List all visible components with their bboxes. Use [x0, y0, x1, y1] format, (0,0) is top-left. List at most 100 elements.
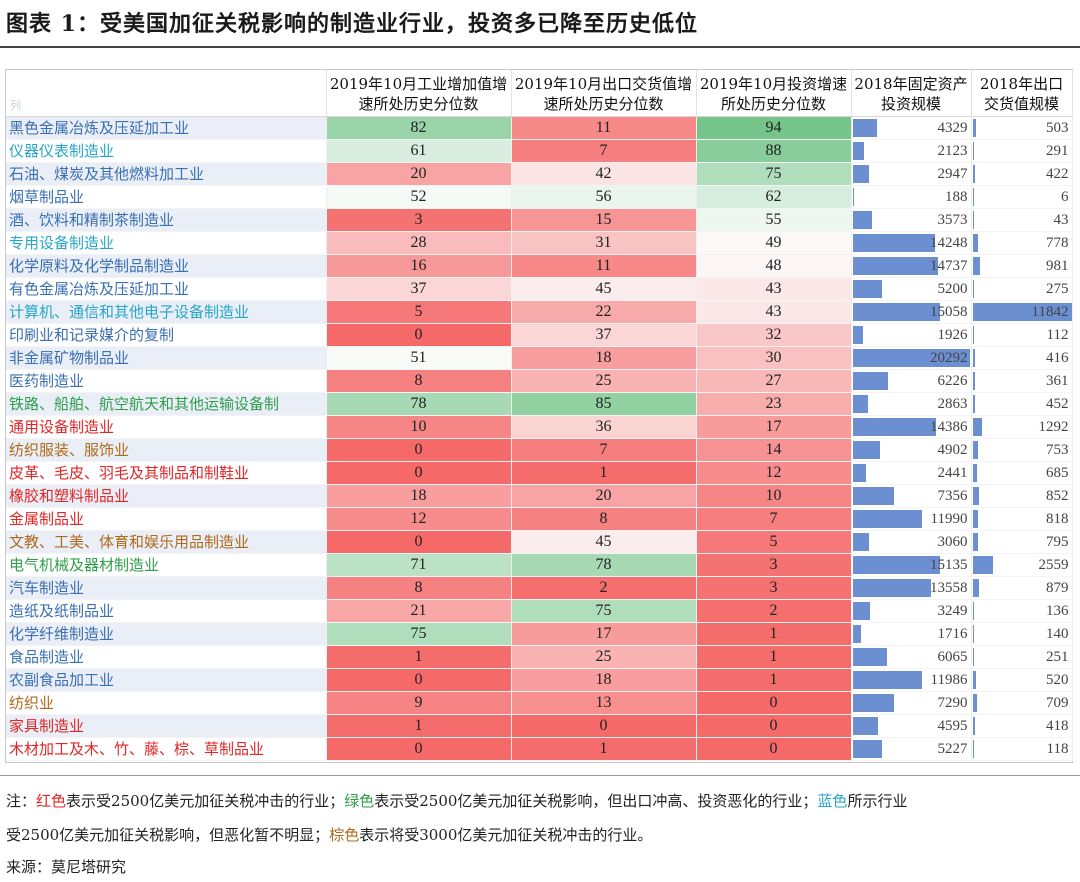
export-scale-cell: 520 [971, 668, 1073, 692]
bar-value: 15058 [930, 303, 968, 320]
investment-percentile-cell: 0 [696, 737, 852, 761]
iva-percentile-cell: 37 [326, 277, 512, 301]
industry-name: 仪器仪表制造业 [6, 139, 327, 163]
bar-value: 709 [1046, 694, 1069, 711]
iva-percentile-cell: 0 [326, 737, 512, 761]
export-scale-cell: 753 [971, 438, 1073, 462]
fixed-asset-scale-cell: 15058 [851, 300, 972, 324]
export-percentile-cell: 37 [511, 323, 697, 347]
investment-percentile-cell: 3 [696, 576, 852, 600]
data-bar [972, 555, 994, 574]
export-scale-cell: 361 [971, 369, 1073, 393]
table-row: 化学纤维制造业 75 17 1 1716 140 [6, 622, 1073, 646]
investment-percentile-cell: 1 [696, 645, 852, 669]
export-percentile-cell: 25 [511, 645, 697, 669]
bar-value: 4902 [937, 441, 968, 458]
export-percentile-cell: 2 [511, 576, 697, 600]
bar-value: 15135 [930, 556, 968, 573]
industry-name: 橡胶和塑料制品业 [6, 484, 327, 508]
investment-percentile-cell: 75 [696, 162, 852, 186]
iva-percentile-cell: 3 [326, 208, 512, 232]
data-bar [972, 348, 975, 367]
table-row: 化学原料及化学制品制造业 16 11 48 14737 981 [6, 254, 1073, 278]
export-scale-cell: 416 [971, 346, 1073, 370]
data-bar [852, 302, 940, 321]
investment-percentile-cell: 0 [696, 691, 852, 715]
bar-value: 14737 [930, 257, 968, 274]
iva-percentile-cell: 18 [326, 484, 512, 508]
investment-percentile-cell: 7 [696, 507, 852, 531]
data-bar [852, 118, 877, 137]
data-bar [852, 371, 888, 390]
export-scale-cell: 818 [971, 507, 1073, 531]
data-bar [972, 118, 976, 137]
export-scale-cell: 2559 [971, 553, 1073, 577]
export-percentile-cell: 31 [511, 231, 697, 255]
iva-percentile-cell: 51 [326, 346, 512, 370]
industry-name: 石油、煤炭及其他燃料加工业 [6, 162, 327, 186]
table-row: 有色金属冶炼及压延加工业 37 45 43 5200 275 [6, 277, 1073, 301]
bar-value: 2123 [937, 142, 968, 159]
bar-value: 416 [1046, 349, 1069, 366]
bar-value: 818 [1046, 510, 1069, 527]
data-bar [852, 647, 887, 666]
investment-percentile-cell: 17 [696, 415, 852, 439]
bar-value: 452 [1046, 395, 1069, 412]
table-row: 汽车制造业 8 2 3 13558 879 [6, 576, 1073, 600]
data-bar [852, 463, 866, 482]
data-bar [972, 486, 979, 505]
industry-name: 酒、饮料和精制茶制造业 [6, 208, 327, 232]
bar-value: 418 [1046, 717, 1069, 734]
data-bar [852, 233, 935, 252]
investment-percentile-cell: 62 [696, 185, 852, 209]
iva-percentile-cell: 9 [326, 691, 512, 715]
bar-value: 43 [1053, 211, 1069, 228]
iva-percentile-cell: 0 [326, 461, 512, 485]
iva-percentile-cell: 0 [326, 438, 512, 462]
bar-value: 112 [1046, 326, 1069, 343]
investment-percentile-cell: 2 [696, 599, 852, 623]
iva-percentile-cell: 71 [326, 553, 512, 577]
investment-percentile-cell: 0 [696, 714, 852, 738]
investment-percentile-cell: 5 [696, 530, 852, 554]
investment-percentile-cell: 49 [696, 231, 852, 255]
data-bar [852, 348, 970, 367]
fixed-asset-scale-cell: 2441 [851, 461, 972, 485]
bar-value: 188 [945, 188, 968, 205]
data-bar [852, 256, 938, 275]
iva-percentile-cell: 16 [326, 254, 512, 278]
bar-value: 118 [1046, 740, 1069, 757]
investment-percentile-cell: 55 [696, 208, 852, 232]
bar-value: 3060 [937, 533, 968, 550]
investment-percentile-cell: 27 [696, 369, 852, 393]
industry-name: 农副食品加工业 [6, 668, 327, 692]
fixed-asset-scale-cell: 3249 [851, 599, 972, 623]
fixed-asset-scale-cell: 6065 [851, 645, 972, 669]
fixed-asset-scale-cell: 3573 [851, 208, 972, 232]
bar-value: 6226 [937, 372, 968, 389]
data-bar [972, 624, 974, 643]
data-bar [972, 233, 979, 252]
fixed-asset-scale-cell: 2947 [851, 162, 972, 186]
data-bar [972, 371, 975, 390]
export-percentile-cell: 1 [511, 461, 697, 485]
export-percentile-cell: 25 [511, 369, 697, 393]
industry-name: 有色金属冶炼及压延加工业 [6, 277, 327, 301]
iva-percentile-cell: 1 [326, 645, 512, 669]
fixed-asset-scale-cell: 1716 [851, 622, 972, 646]
data-bar [972, 279, 974, 298]
investment-percentile-cell: 30 [696, 346, 852, 370]
table-row: 非金属矿物制品业 51 18 30 20292 416 [6, 346, 1073, 370]
header-export-percentile: 2019年10月出口交货值增速所处历史分位数 [511, 70, 697, 117]
header-export-scale: 2018年出口交货值规模 [971, 70, 1073, 117]
export-scale-cell: 6 [971, 185, 1073, 209]
export-scale-cell: 275 [971, 277, 1073, 301]
data-bar [852, 325, 863, 344]
table-row: 纺织业 9 13 0 7290 709 [6, 691, 1073, 715]
export-scale-cell: 795 [971, 530, 1073, 554]
export-percentile-cell: 85 [511, 392, 697, 416]
table-row: 造纸及纸制品业 21 75 2 3249 136 [6, 599, 1073, 623]
fixed-asset-scale-cell: 14386 [851, 415, 972, 439]
data-bar [972, 394, 976, 413]
table-row: 皮革、毛皮、羽毛及其制品和制鞋业 0 1 12 2441 685 [6, 461, 1073, 485]
